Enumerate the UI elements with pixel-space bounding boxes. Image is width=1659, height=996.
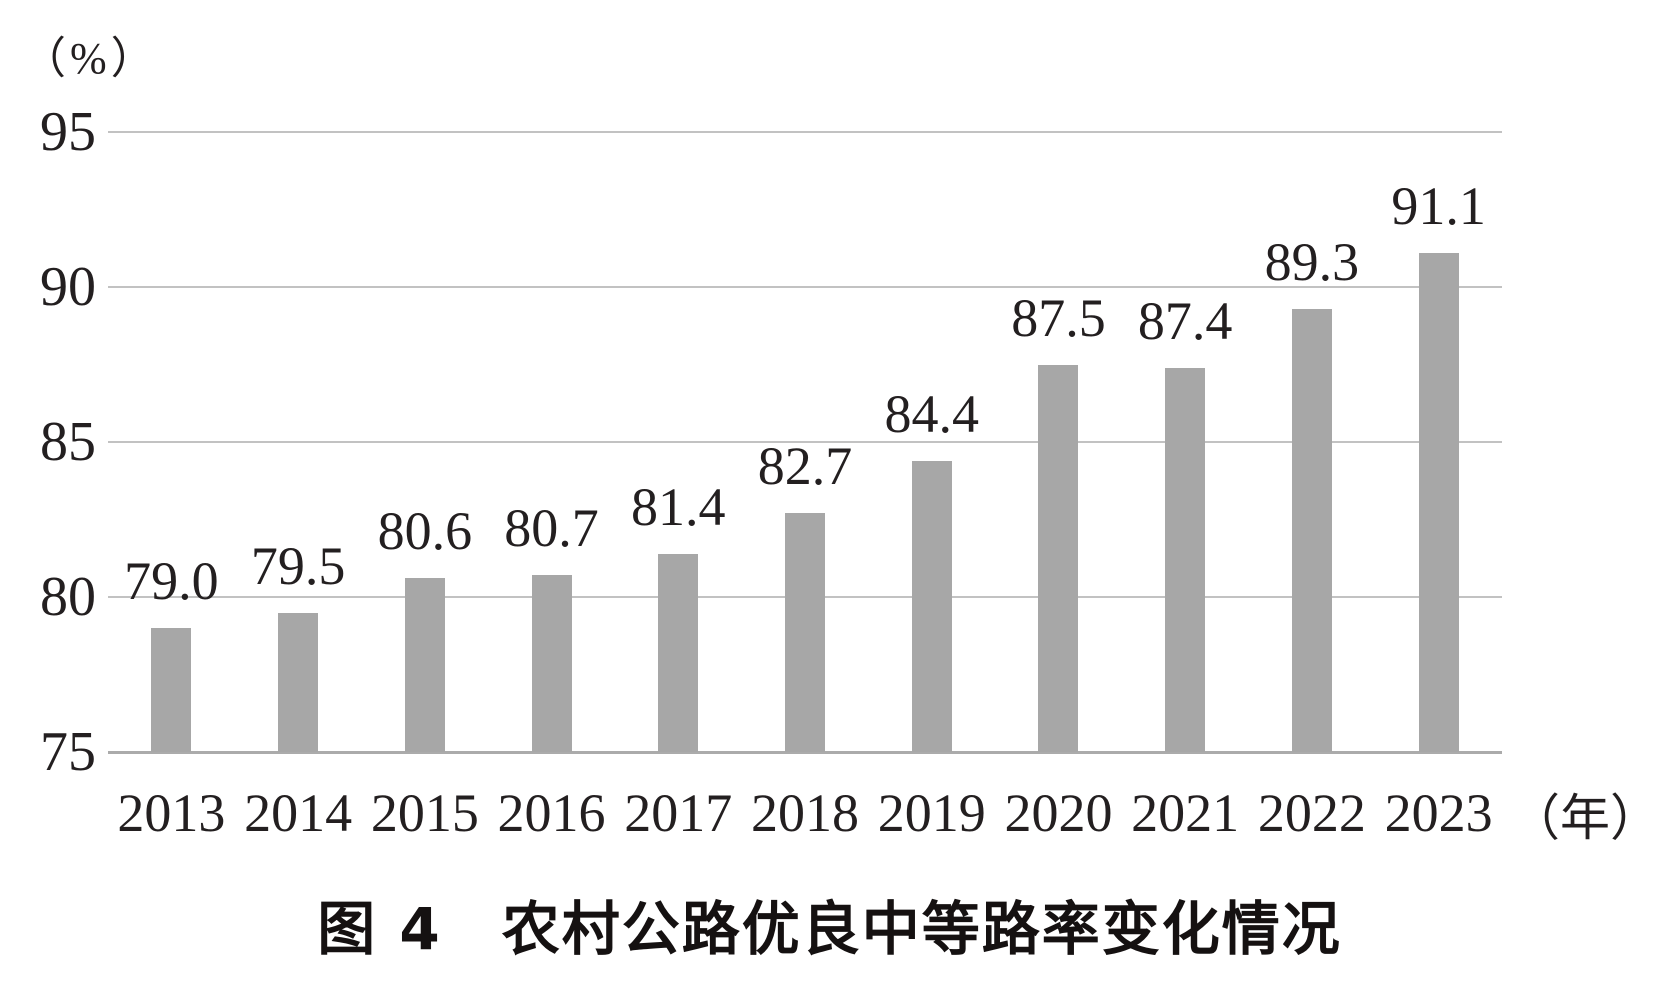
bar-2022 (1291, 308, 1332, 752)
gridline-90 (108, 286, 1502, 288)
x-tick-label-2018: 2018 (750, 783, 859, 843)
y-tick-label-80: 80 (40, 566, 96, 628)
y-tick-label-90: 90 (40, 256, 96, 318)
bar-2013 (151, 628, 192, 752)
x-tick-label-2021: 2021 (1131, 783, 1240, 843)
bar-value-label-2022: 89.3 (1264, 231, 1360, 292)
x-axis-unit-label: （年） (1510, 790, 1659, 846)
bar-value-label-2016: 80.7 (504, 498, 599, 559)
y-axis-unit-label: （%） (22, 34, 159, 83)
bar-2016 (531, 575, 572, 752)
x-tick-label-2013: 2013 (117, 783, 226, 843)
chart-title: 图 4 农村公路优良中等路率变化情况 (317, 895, 1342, 963)
bar-2018 (785, 513, 825, 752)
bar-2020 (1038, 364, 1079, 752)
bar-value-label-2021: 87.4 (1137, 290, 1233, 351)
x-tick-label-2020: 2020 (1004, 783, 1113, 843)
bar-2021 (1165, 367, 1206, 752)
x-tick-label-2016: 2016 (497, 783, 606, 843)
bar-2014 (278, 612, 319, 752)
x-tick-label-2015: 2015 (370, 783, 479, 843)
x-tick-label-2022: 2022 (1257, 783, 1366, 843)
bar-value-label-2023: 91.1 (1391, 175, 1486, 236)
x-tick-label-2023: 2023 (1384, 783, 1493, 843)
plot-area: 79.0 2013 79.5 2014 80.6 2015 80.7 2016 81.4 2017… (108, 131, 1502, 840)
x-tick-label-2017: 2017 (624, 783, 733, 843)
gridline-75 (108, 751, 1502, 754)
gridline-95 (108, 131, 1502, 133)
bar-value-label-2020: 87.5 (1011, 287, 1106, 348)
bar-2017 (658, 553, 699, 752)
y-tick-label-85: 85 (40, 411, 96, 473)
bar-value-label-2018: 82.7 (757, 436, 853, 497)
x-tick-label-2019: 2019 (877, 783, 986, 843)
y-tick-label-75: 75 (40, 721, 96, 783)
bar-2015 (404, 578, 445, 752)
bar-value-label-2019: 84.4 (884, 383, 979, 444)
x-tick-label-2014: 2014 (244, 783, 353, 843)
bar-value-label-2017: 81.4 (631, 476, 726, 537)
bar-2023 (1418, 252, 1459, 752)
bar-value-label-2014: 79.5 (250, 535, 346, 596)
y-tick-label-95: 95 (40, 101, 96, 163)
gridline-85 (108, 441, 1502, 443)
bar-value-label-2015: 80.6 (377, 501, 473, 562)
bar-2019 (911, 460, 952, 752)
bar-value-label-2013: 79.0 (124, 551, 219, 611)
